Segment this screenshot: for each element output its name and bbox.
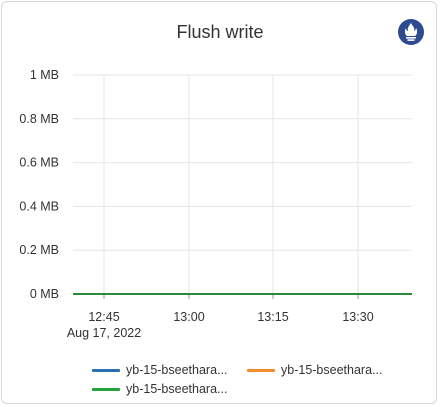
x-tick-label: 12:45 (88, 310, 119, 324)
x-tick-date-label: Aug 17, 2022 (67, 326, 141, 340)
legend-label: yb-15-bseethara... (126, 382, 228, 396)
x-tick-label: 13:15 (257, 310, 288, 324)
legend-label: yb-15-bseethara... (126, 363, 228, 377)
legend-item-3[interactable]: yb-15-bseethara... (92, 382, 227, 396)
x-tick-label: 13:30 (342, 310, 373, 324)
legend-swatch (92, 387, 120, 391)
x-axis: 12:45 13:00 13:15 13:30 Aug 17, 2022 (67, 294, 374, 340)
y-axis: 1 MB 0.8 MB 0.6 MB 0.4 MB 0.2 MB 0 MB (19, 68, 59, 301)
y-tick-label: 1 MB (30, 68, 59, 82)
prometheus-icon[interactable] (397, 18, 425, 46)
legend-item-1[interactable]: yb-15-bseethara... (92, 363, 227, 377)
legend-label: yb-15-bseethara... (281, 363, 383, 377)
chart-grid (73, 74, 412, 294)
legend-swatch (247, 368, 275, 372)
y-tick-label: 0.4 MB (19, 199, 59, 213)
chart-title: Flush write (176, 22, 264, 42)
y-tick-label: 0.2 MB (19, 243, 59, 257)
legend-swatch (92, 368, 120, 372)
y-tick-label: 0.6 MB (19, 156, 59, 170)
y-tick-label: 0 MB (30, 287, 59, 301)
x-tick-label: 13:00 (173, 310, 204, 324)
legend-item-2[interactable]: yb-15-bseethara... (247, 363, 382, 377)
y-tick-label: 0.8 MB (19, 112, 59, 126)
